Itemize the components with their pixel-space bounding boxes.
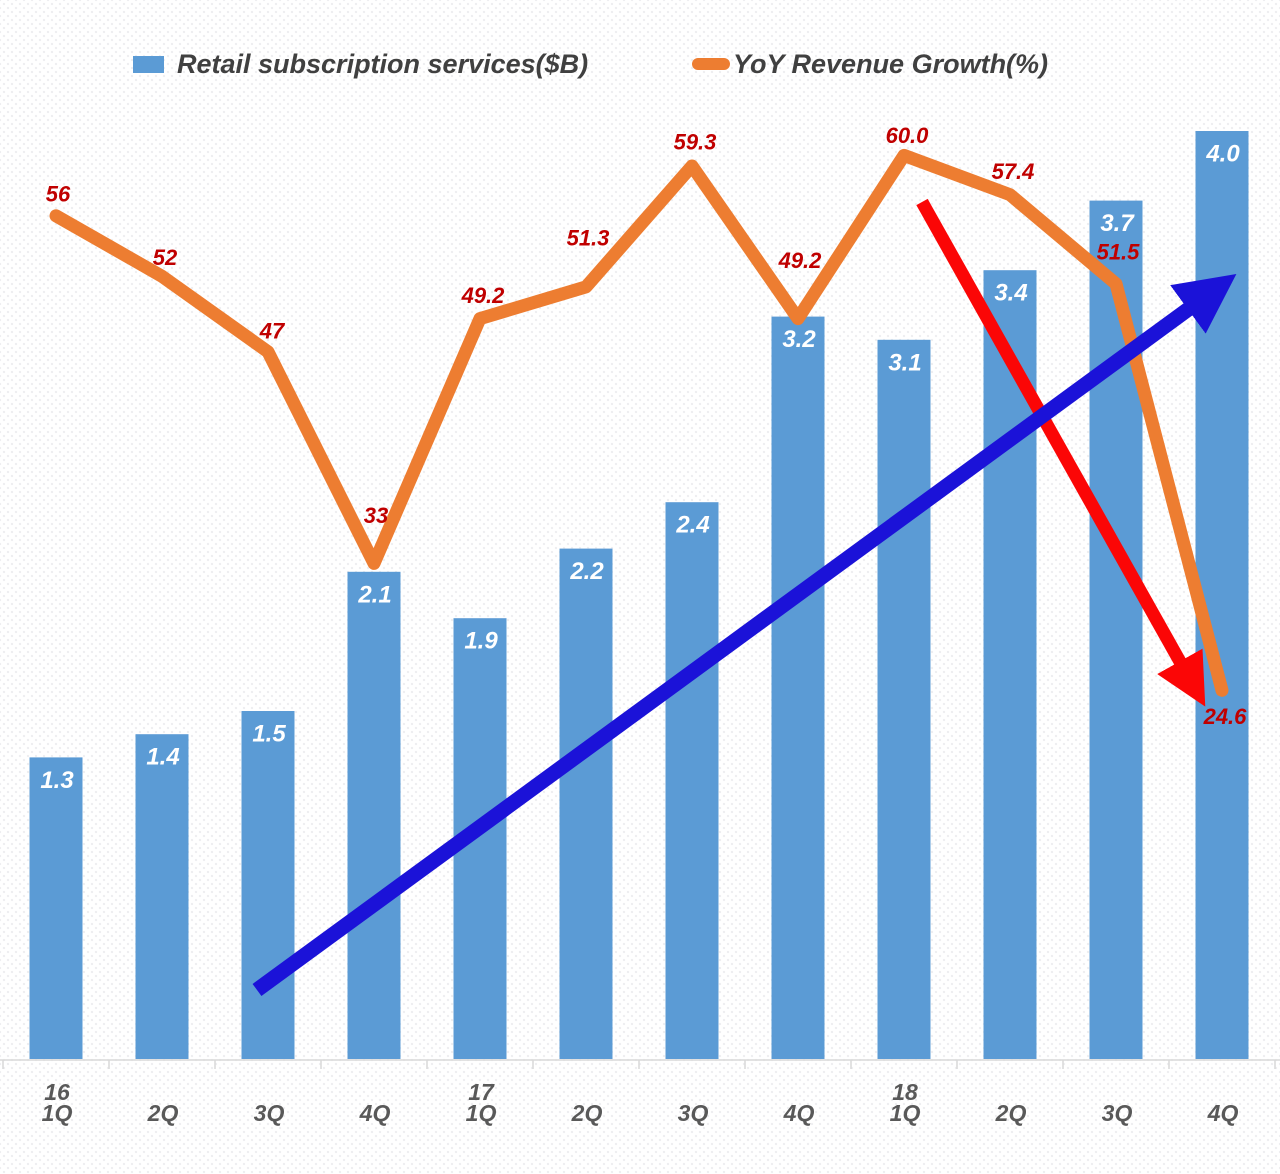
line-series-legend-label: YoY Revenue Growth(%)	[733, 48, 1049, 79]
downtrend-arrow	[916, 198, 1206, 707]
x-axis-quarter-label: 2Q	[147, 1100, 179, 1126]
x-axis-quarter-label: 1Q	[466, 1100, 497, 1126]
x-axis-year-label: 16	[44, 1079, 70, 1105]
annotation-arrows	[252, 198, 1237, 997]
x-axis-quarter-label: 3Q	[254, 1100, 285, 1126]
bar-series-legend-label: Retail subscription services($B)	[177, 48, 589, 79]
bar	[347, 571, 401, 1059]
bar	[241, 711, 295, 1059]
bar-series: 1.3 1.4 1.5 2.1 1.9 2.2 2.4 3.2 3.1 3.4 3.7 4.0	[29, 131, 1249, 1060]
bar	[135, 734, 189, 1059]
bar-value-label: 2.4	[675, 512, 709, 539]
x-axis-quarter-label: 3Q	[1102, 1100, 1133, 1126]
bar	[559, 548, 613, 1059]
x-axis: 1Q 2Q 3Q 4Q 1Q 2Q 3Q 4Q 1Q 2Q 3Q 4Q 16 17 18	[0, 1059, 1280, 1126]
growth-point-label: 59.3	[674, 129, 717, 154]
x-axis-quarter-label: 1Q	[42, 1100, 73, 1126]
x-axis-quarter-label: 4Q	[1207, 1100, 1239, 1126]
bar-value-label: 2.1	[357, 581, 391, 608]
bar-value-label: 3.7	[1100, 210, 1135, 237]
bar-value-label: 1.4	[146, 744, 179, 771]
x-axis-quarter-label: 2Q	[571, 1100, 603, 1126]
legend-item-line-series: YoY Revenue Growth(%)	[692, 44, 1048, 84]
growth-point-label: 47	[259, 318, 286, 343]
bar	[771, 316, 825, 1060]
bar-value-label: 3.1	[888, 349, 921, 376]
growth-point-label: 49.2	[778, 248, 823, 273]
bar	[29, 757, 83, 1059]
growth-point-label: 52	[153, 245, 178, 270]
growth-point-label: 49.2	[461, 283, 506, 308]
growth-point-label: 33	[364, 503, 388, 528]
growth-line	[49, 148, 1229, 697]
growth-point-label: 51.3	[567, 225, 610, 250]
x-axis-quarter-label: 4Q	[783, 1100, 815, 1126]
x-axis-year-label: 18	[892, 1079, 918, 1105]
legend-item-bar-series: Retail subscription services($B)	[133, 44, 588, 84]
bar-value-label: 1.9	[464, 628, 498, 655]
growth-point-label: 56	[46, 181, 71, 206]
bar-value-label: 4.0	[1205, 141, 1240, 168]
bar-value-label: 1.3	[40, 767, 74, 794]
growth-point-label: 51.5	[1097, 239, 1141, 264]
x-axis-quarter-label: 1Q	[890, 1100, 921, 1126]
x-axis-quarter-label: 4Q	[359, 1100, 391, 1126]
bar-value-label: 1.5	[252, 721, 286, 748]
bar	[877, 339, 931, 1059]
x-axis-year-label: 17	[468, 1079, 495, 1105]
uptrend-arrow	[252, 274, 1237, 997]
x-axis-quarter-label: 3Q	[678, 1100, 709, 1126]
bar-value-label: 2.2	[569, 558, 604, 585]
line-series-swatch-icon	[692, 58, 730, 70]
x-axis-quarter-label: 2Q	[995, 1100, 1027, 1126]
bar-value-label: 3.2	[782, 326, 816, 353]
growth-point-label: 24.6	[1203, 704, 1248, 729]
growth-point-label: 60.0	[886, 123, 930, 148]
bar	[665, 502, 719, 1059]
line-series: 56 52 47 33 49.2 51.3 59.3 49.2 60.0 57.4 51.5 24.6	[46, 123, 1247, 729]
growth-point-label: 57.4	[992, 159, 1035, 184]
bar-value-label: 3.4	[994, 280, 1027, 307]
bar-series-swatch-icon	[133, 55, 164, 73]
